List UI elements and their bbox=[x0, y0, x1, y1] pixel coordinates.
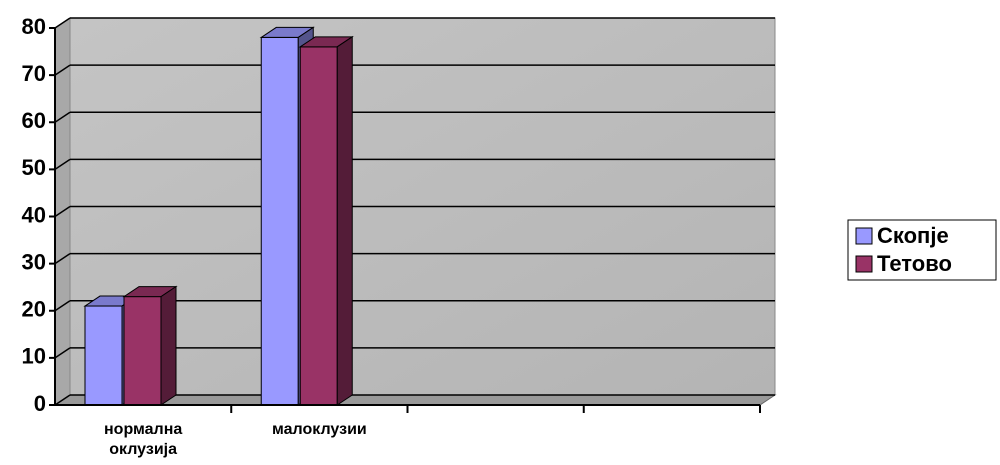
bar bbox=[298, 35, 354, 406]
y-tick-label: 40 bbox=[22, 202, 46, 227]
y-tick-label: 20 bbox=[22, 297, 46, 322]
bar-side bbox=[160, 285, 177, 406]
grid-line-side bbox=[54, 205, 71, 218]
legend-swatch bbox=[855, 227, 873, 245]
grid-line-side bbox=[54, 111, 71, 123]
y-tick-label: 0 bbox=[34, 391, 46, 416]
bars bbox=[83, 26, 354, 406]
grid-line-side bbox=[54, 394, 71, 406]
grid-line-side bbox=[54, 347, 71, 359]
bar bbox=[122, 285, 178, 406]
legend-label: Тетово bbox=[877, 251, 952, 276]
grid-line-side bbox=[54, 17, 71, 29]
y-tick-label: 80 bbox=[22, 14, 46, 39]
x-tick-label: малоклузии bbox=[272, 421, 367, 438]
bar-side bbox=[336, 35, 353, 406]
grid-line-side bbox=[54, 253, 71, 265]
legend-label: Скопје bbox=[877, 223, 949, 248]
grid-line-side bbox=[54, 158, 71, 170]
y-tick-label: 60 bbox=[22, 108, 46, 133]
grid bbox=[54, 17, 775, 406]
grid-line-side bbox=[54, 64, 71, 76]
y-tick-label: 70 bbox=[22, 61, 46, 86]
grid-line-side bbox=[54, 300, 71, 312]
bar-front bbox=[123, 296, 162, 406]
bar-front bbox=[299, 46, 338, 406]
legend-box bbox=[847, 219, 997, 281]
x-tick-label: нормална оклузија bbox=[104, 421, 183, 458]
bar-front bbox=[84, 305, 123, 406]
y-tick-label: 50 bbox=[22, 155, 46, 180]
bar-front bbox=[260, 36, 299, 406]
y-tick-label: 30 bbox=[22, 249, 46, 274]
legend-swatch bbox=[855, 255, 873, 273]
y-tick-label: 10 bbox=[22, 344, 46, 369]
